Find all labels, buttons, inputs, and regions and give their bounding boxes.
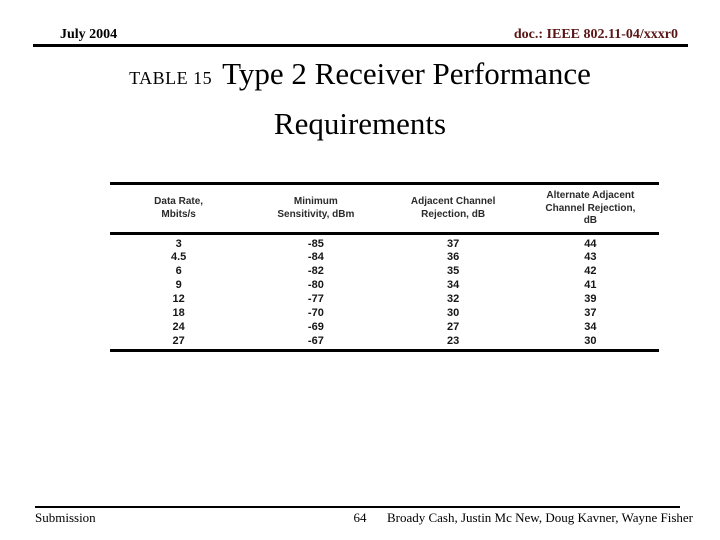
header-date: July 2004 [60, 27, 118, 42]
table-row: 3 -85 37 44 [110, 233, 659, 251]
footer-authors: Broady Cash, Justin Mc New, Doug Kavner,… [386, 510, 693, 525]
table-row: 18 -70 30 37 [110, 307, 659, 321]
table-number-label: TABLE 15 [129, 68, 213, 88]
table-cell: 27 [172, 334, 185, 347]
table-cell: 37 [447, 237, 460, 250]
table-cell: 35 [447, 265, 460, 278]
table-cell: 30 [584, 334, 597, 347]
table-cell: -70 [307, 307, 324, 320]
table-row: 6 -82 35 42 [110, 265, 659, 279]
title-text: Type 2 Receiver Performance [222, 56, 591, 91]
footer-submission-label: Submission [35, 510, 96, 525]
title-line-2: Requirements [273, 106, 447, 141]
column-header: Minimum Sensitivity, dBm [277, 196, 355, 220]
table-cell: -85 [307, 237, 324, 250]
table-cell: -69 [307, 320, 324, 333]
table-cell: 41 [584, 279, 597, 292]
table-cell: 37 [584, 307, 597, 320]
table-cell: 23 [447, 334, 460, 347]
table-cell: -82 [307, 265, 324, 278]
footer-page-number: 64 [353, 510, 367, 525]
table-cell: 39 [584, 293, 597, 306]
table-cell: 44 [584, 237, 597, 250]
table-cell: 42 [584, 265, 597, 278]
table-row: 27 -67 23 30 [110, 335, 659, 350]
table-row: 24 -69 27 34 [110, 321, 659, 335]
table-cell: -67 [307, 334, 324, 347]
slide-header: July 2004 doc.: IEEE 802.11-04/xxxr0 [33, 27, 688, 47]
table-row: 12 -77 32 39 [110, 293, 659, 307]
table-cell: 12 [172, 293, 185, 306]
title-line-1: TABLE 15 Type 2 Receiver Performance [0, 51, 720, 101]
table-cell: 9 [175, 279, 182, 292]
table-cell: 43 [584, 251, 597, 264]
footer-rule [35, 506, 680, 508]
table-cell: 27 [447, 320, 460, 333]
table-cell: 4.5 [170, 251, 187, 264]
slide-title: TABLE 15 Type 2 Receiver Performance Requ… [0, 51, 720, 147]
table-cell: -77 [307, 293, 324, 306]
table-cell: 30 [447, 307, 460, 320]
table-header-row: Data Rate, Mbits/s Minimum Sensitivity, d… [110, 184, 659, 233]
header-doc-number: doc.: IEEE 802.11-04/xxxr0 [513, 27, 678, 42]
table-row: 9 -80 34 41 [110, 279, 659, 293]
column-header: Adjacent Channel Rejection, dB [410, 196, 496, 220]
performance-table: Data Rate, Mbits/s Minimum Sensitivity, d… [110, 182, 659, 352]
table-cell: 32 [447, 293, 460, 306]
table-cell: 24 [172, 320, 185, 333]
table-cell: -80 [307, 279, 324, 292]
table-cell: -84 [307, 251, 324, 264]
table-row: 4.5 -84 36 43 [110, 251, 659, 265]
table-cell: 36 [447, 251, 460, 264]
table-body: 3 -85 37 44 4.5 -84 36 43 6 -82 35 42 9 -80 34 41 12 -77 3… [110, 233, 659, 350]
table-cell: 6 [175, 265, 182, 278]
table-cell: 3 [175, 237, 182, 250]
table-header: Data Rate, Mbits/s Minimum Sensitivity, d… [110, 184, 659, 233]
table-cell: 18 [172, 307, 185, 320]
table-cell: 34 [447, 279, 460, 292]
slide-footer: Submission 64 Broady Cash, Justin Mc New… [35, 510, 693, 530]
table-cell: 34 [584, 320, 597, 333]
column-header: Data Rate, Mbits/s [154, 196, 204, 220]
column-header: Alternate Adjacent Channel Rejection, dB [545, 190, 636, 226]
